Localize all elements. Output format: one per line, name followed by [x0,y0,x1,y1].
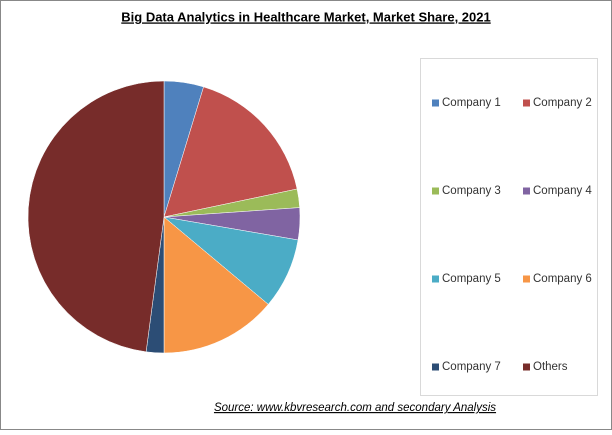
legend-swatch [432,187,439,195]
chart-title: Big Data Analytics in Healthcare Market,… [121,9,490,24]
legend-label: Company 3 [442,185,501,197]
legend-box [420,58,598,396]
legend-swatch [523,275,530,283]
legend-swatch [432,99,439,107]
legend-label: Others [533,361,568,373]
legend-label: Company 1 [442,97,501,109]
legend-label: Company 5 [442,273,501,285]
source-note: Source: www.kbvresearch.com and secondar… [214,402,496,414]
pie-slice [27,80,165,353]
legend-swatch [432,363,439,371]
legend-label: Company 6 [533,273,592,285]
legend-swatch [523,363,530,371]
legend-swatch [523,187,530,195]
pie-slice [163,216,269,354]
legend-label: Company 7 [442,361,501,373]
legend-label: Company 2 [533,97,592,109]
legend-label: Company 4 [533,185,592,197]
legend-swatch [523,99,530,107]
legend-swatch [432,275,439,283]
pie-slice [163,86,298,218]
